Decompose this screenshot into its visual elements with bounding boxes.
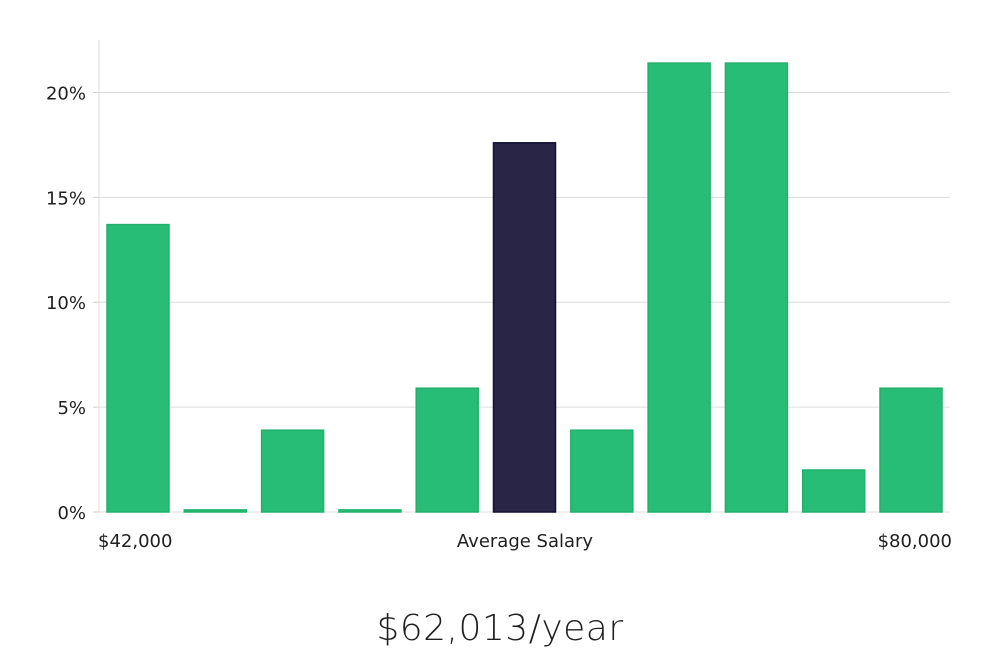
bar (260, 429, 325, 513)
bar (801, 469, 866, 513)
bar (879, 387, 943, 513)
histogram-bars (106, 62, 943, 513)
y-tick-label: 0% (57, 503, 86, 524)
average-salary-value: $62,013/year (376, 608, 624, 649)
bar (724, 62, 789, 513)
bar (570, 429, 634, 513)
y-tick-label: 20% (46, 83, 86, 104)
y-tick-label: 5% (57, 398, 86, 419)
highlighted-bar (492, 142, 557, 513)
x-axis-start-label: $42,000 (98, 531, 172, 552)
y-tick-label: 10% (46, 293, 86, 314)
bar (106, 223, 170, 513)
bar (183, 509, 248, 513)
x-axis-title: Average Salary (457, 531, 594, 552)
x-axis-end-label: $80,000 (878, 531, 952, 552)
bar (415, 387, 479, 513)
bar (338, 509, 402, 513)
y-axis-ticks: 0% 5% 10% 15% 20% (46, 83, 99, 524)
y-tick-label: 15% (46, 188, 86, 209)
bar (647, 62, 711, 513)
